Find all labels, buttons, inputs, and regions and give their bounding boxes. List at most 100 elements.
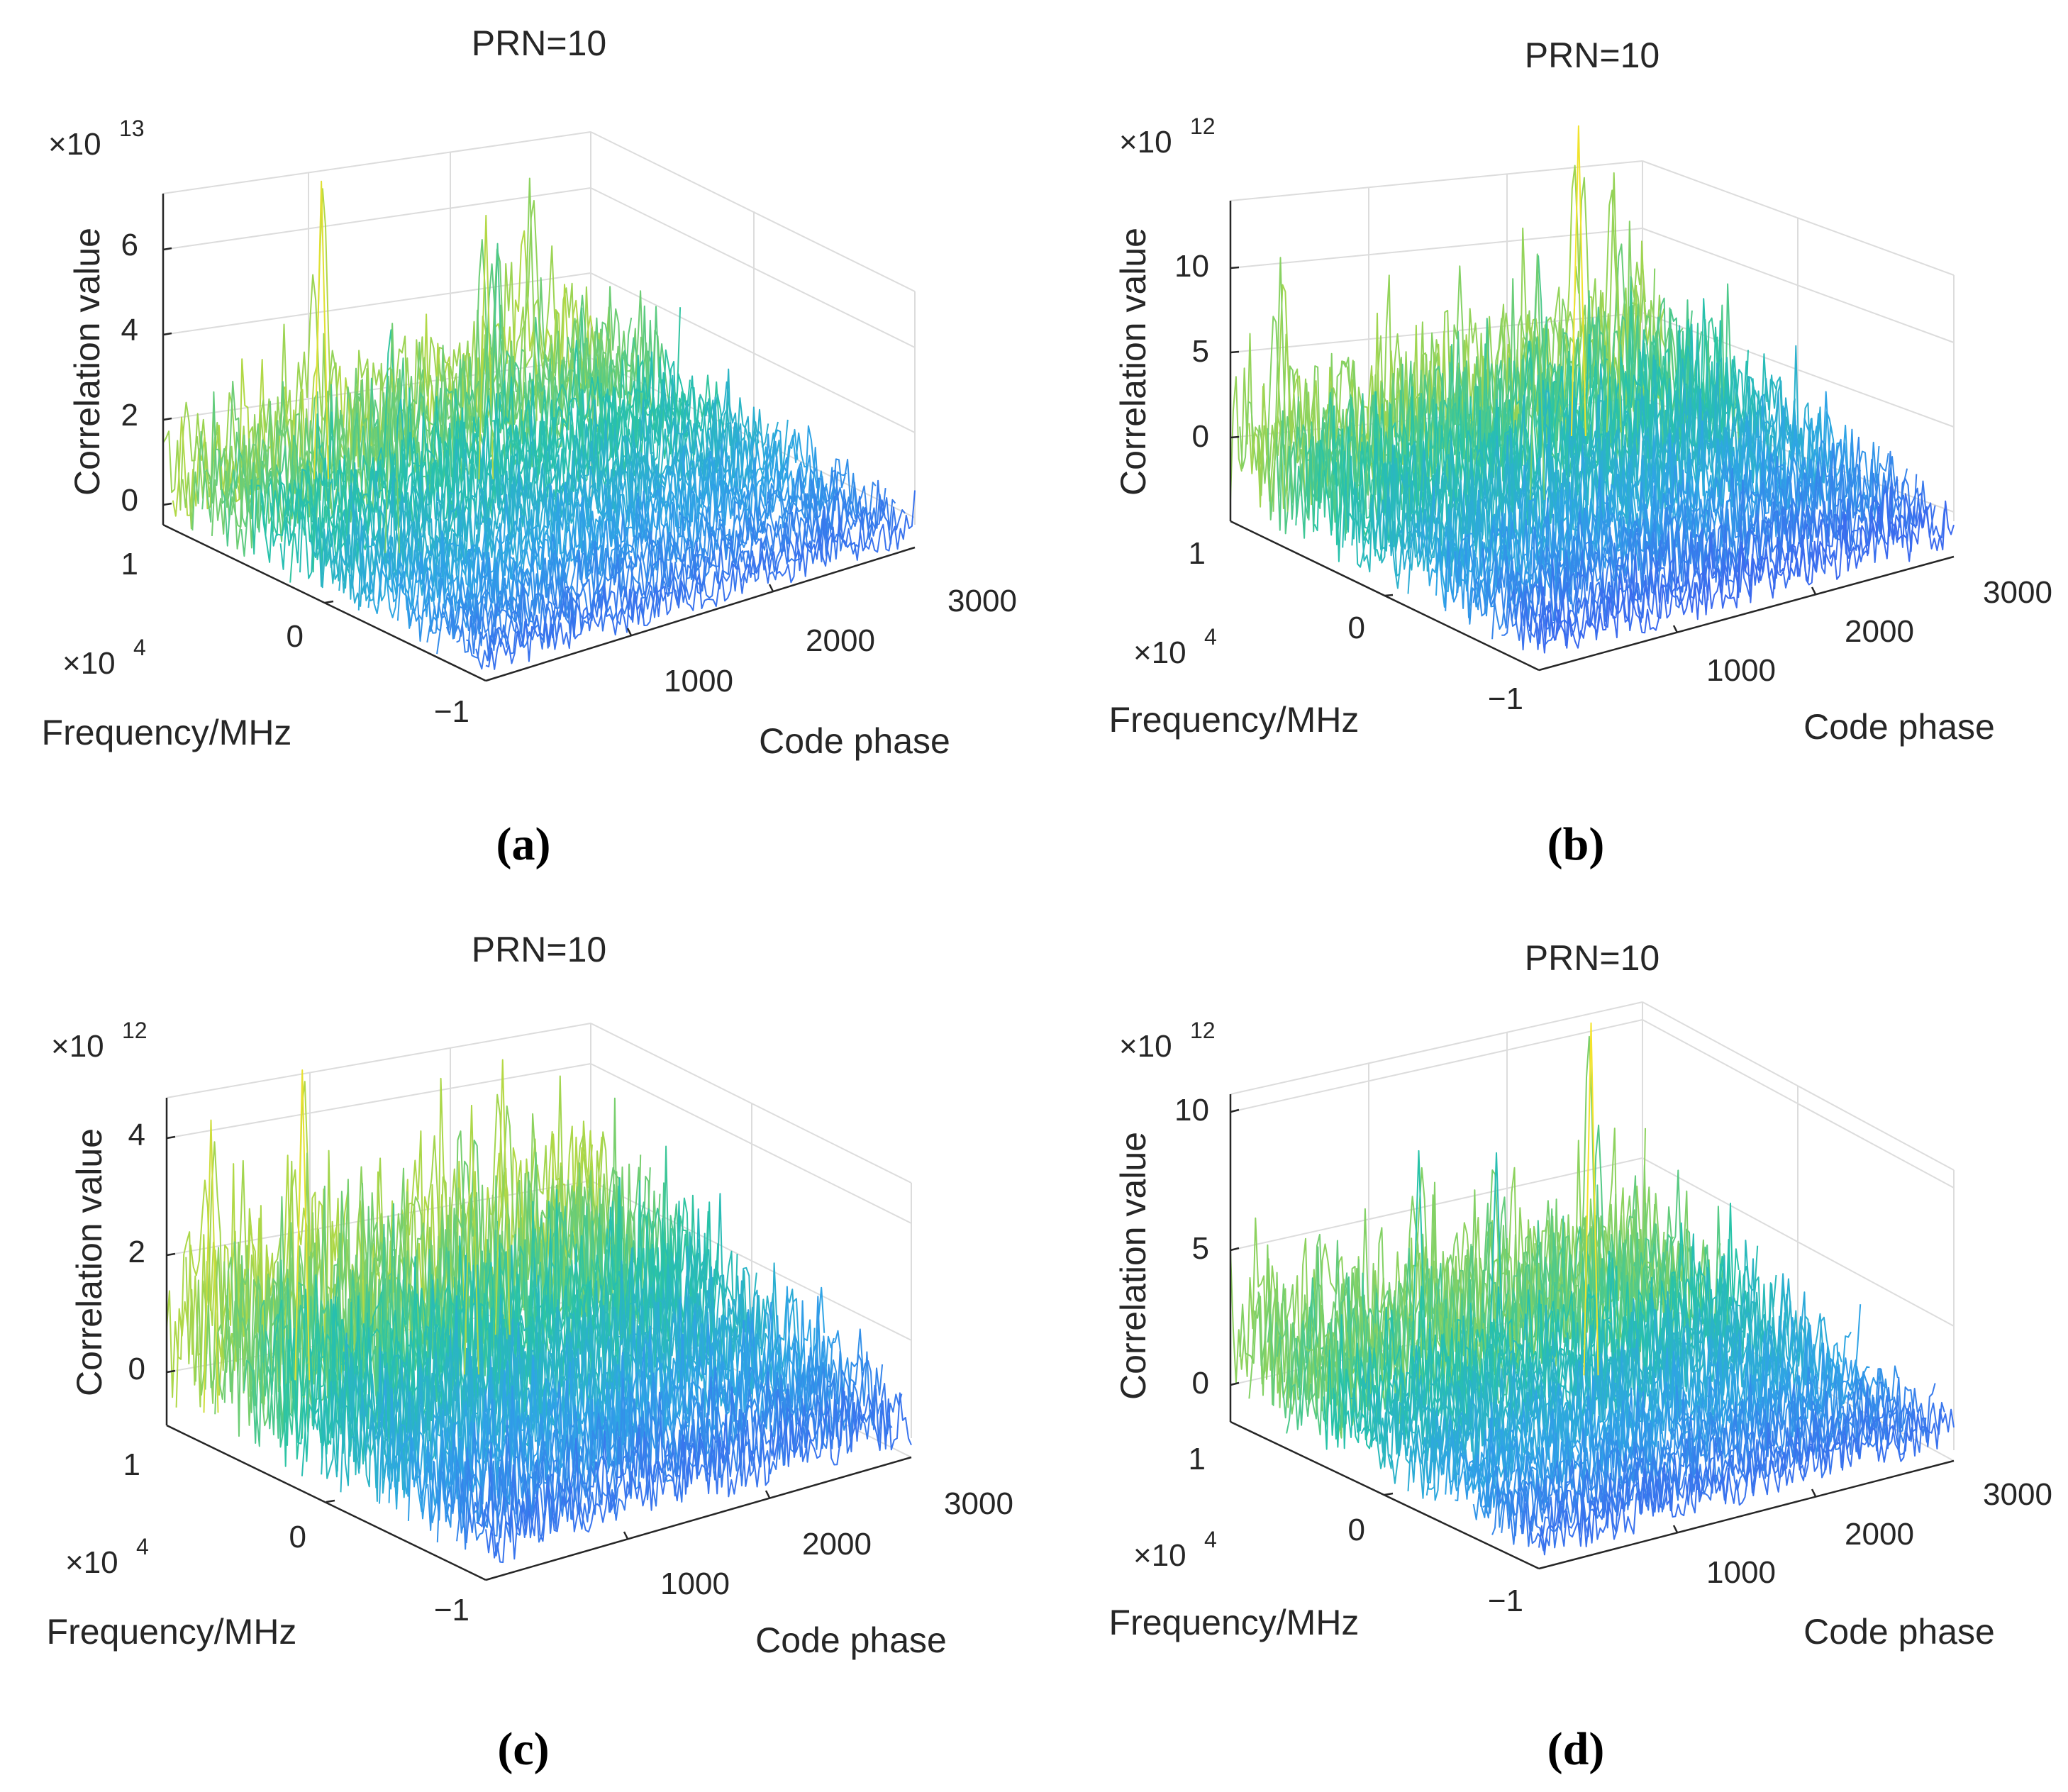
- panel-c-back-top-left: [166, 1023, 591, 1098]
- panel-a-xlabel: Code phase: [759, 721, 950, 761]
- panel-b-ytick-label-0: 1: [1189, 536, 1206, 571]
- panel-a-peak-1: [478, 214, 494, 479]
- panel-d-xtick-label-1: 2000: [1845, 1517, 1914, 1552]
- panel-b-ytick-0: [1384, 594, 1394, 597]
- panel-b-peak-0: [1570, 125, 1586, 436]
- panel-d-zlabel: Correlation value: [1113, 1132, 1153, 1400]
- panel-c-z-exp: 12: [122, 1018, 148, 1043]
- panel-c-xlabel: Code phase: [755, 1620, 947, 1660]
- panel-a-mesh-row-10: [260, 355, 691, 563]
- panel-c-y-axis: [166, 1424, 487, 1581]
- panel-b-back-top-right: [1642, 160, 1955, 276]
- panel-b-peak-3: [1529, 253, 1545, 500]
- panel-c-ylabel: Frequency/MHz: [47, 1612, 297, 1652]
- panel-c-peak-3: [464, 1104, 479, 1375]
- panel-c-ztick-4: [166, 1135, 176, 1140]
- panel-c-axes: [165, 1098, 912, 1581]
- panel-b-title: PRN=10: [1525, 35, 1660, 75]
- panel-c-mesh-row-32: [476, 1383, 903, 1557]
- panel-a-back-top-left: [162, 131, 591, 194]
- panel-b-peak-1: [1272, 257, 1289, 512]
- panel-d-xtick-label-2: 3000: [1983, 1477, 2052, 1512]
- panel-b-ztick-0: [1230, 435, 1240, 439]
- panel-a-peak-2: [521, 177, 538, 421]
- panel-a-zgrid-left-6: [162, 187, 591, 250]
- panel-b-zlabel: Correlation value: [1113, 228, 1153, 496]
- panel-b-x-axis: [1538, 555, 1955, 672]
- panel-d-mesh-row-31: [1519, 1383, 1936, 1547]
- panel-a-ztick-6: [162, 247, 172, 251]
- panel-b-peak-2: [1606, 172, 1622, 433]
- panel-c-ztick-label-1: 2: [128, 1235, 145, 1269]
- panel-d-back-top-left: [1230, 1001, 1643, 1095]
- panel-a-ztick-label-0: 0: [121, 483, 138, 518]
- panel-a-xtick-label-1: 2000: [806, 623, 875, 658]
- panel-a-ylabel: Frequency/MHz: [42, 713, 292, 752]
- panel-b-grid: [1230, 160, 1955, 521]
- panel-a-x-axis: [485, 546, 916, 682]
- panel-d-peak-0: [1583, 1022, 1599, 1376]
- panel-b-axes: [1229, 201, 1955, 672]
- panel-a-mesh-row-24: [396, 447, 828, 629]
- panel-d-ztick-5: [1230, 1247, 1240, 1252]
- panel-a-mesh-row-20: [357, 419, 789, 611]
- panel-a-ztick-label-2: 4: [121, 313, 138, 347]
- panel-d-title: PRN=10: [1525, 938, 1660, 978]
- panel-c-xtick-1000: [623, 1531, 629, 1540]
- panel-b-xtick-label-2: 3000: [1983, 575, 2052, 610]
- panel-d-zgrid-left-5: [1230, 1157, 1643, 1251]
- panel-c-y-exp: 4: [136, 1534, 149, 1559]
- panel-d-peak-1: [1411, 1150, 1427, 1375]
- panel-b-ztick-label-0: 0: [1192, 419, 1209, 454]
- panel-c-xtick-label-1: 2000: [802, 1527, 872, 1562]
- panel-d-ylabel: Frequency/MHz: [1109, 1603, 1360, 1642]
- panel-a-back-top-right: [590, 131, 916, 292]
- panel-d-z-exp: 12: [1190, 1018, 1216, 1043]
- panel-c-xtick-label-0: 1000: [660, 1566, 730, 1601]
- panel-a-y-axis: [162, 523, 487, 682]
- panel-d-mesh-row-26: [1472, 1367, 1889, 1520]
- panel-c-mesh: [166, 1059, 912, 1564]
- panel-d-zgrid-left-10: [1230, 1019, 1643, 1113]
- panel-b-xlabel: Code phase: [1803, 707, 1995, 747]
- panel-b-mesh-row-31: [1519, 486, 1936, 651]
- panel-b-y-exp: 4: [1204, 624, 1217, 650]
- panel-d-xtick-label-0: 1000: [1706, 1555, 1776, 1590]
- panel-b-xtick-2000: [1811, 586, 1817, 595]
- panel-a-mesh-row-33: [485, 490, 916, 670]
- panel-a-peak-3: [384, 323, 401, 554]
- panel-b-mesh-row-33: [1538, 500, 1955, 654]
- panel-b-zgrid-left-10: [1230, 228, 1643, 269]
- panel-c-y-exp-base: ×10: [65, 1545, 118, 1580]
- panel-d-ztick-label-1: 5: [1192, 1231, 1209, 1266]
- panel-a-ztick-label-1: 2: [121, 398, 138, 433]
- panel-a-axes: [162, 194, 916, 682]
- panel-a-ytick-label-1: 0: [287, 619, 304, 654]
- panel-c-ztick-label-0: 0: [128, 1352, 145, 1386]
- panel-a-zgrid-right-6: [590, 187, 916, 348]
- panel-c-xtick-2000: [765, 1490, 771, 1498]
- panel-b-label: (b): [1547, 818, 1605, 870]
- panel-d-axes: [1229, 1094, 1955, 1570]
- panel-b-ytick-label-2: −1: [1488, 681, 1523, 716]
- panel-c-zgrid-left-4: [166, 1063, 591, 1139]
- panel-a: PRN=10 ×10 13 Correlation value 0 2 4 6 …: [42, 23, 1017, 870]
- panel-d-ztick-label-0: 0: [1192, 1366, 1209, 1401]
- panel-b-back-top-left: [1230, 160, 1643, 201]
- panel-c-mesh-row-31: [465, 1384, 893, 1544]
- panel-b-ztick-10: [1230, 266, 1240, 269]
- panel-a-peak-0: [313, 180, 330, 479]
- panel-b-ylabel: Frequency/MHz: [1109, 700, 1360, 740]
- panel-d-ytick-0: [1384, 1492, 1394, 1496]
- panel-a-ztick-2: [162, 417, 172, 421]
- panel-a-xtick-1000: [626, 628, 633, 636]
- panel-a-ytick-label-2: −1: [434, 694, 469, 729]
- panel-a-ytick-label-0: 1: [121, 547, 138, 581]
- panel-c-ztick-0: [166, 1369, 176, 1374]
- panel-d-ytick-label-1: 0: [1348, 1513, 1365, 1547]
- panel-a-label: (a): [496, 818, 551, 870]
- panel-b: PRN=10 ×10 12 Correlation value 0 5 10 1…: [1109, 35, 2052, 870]
- panel-a-mesh-row-32: [475, 499, 906, 670]
- panel-c-ytick-label-2: −1: [434, 1593, 469, 1627]
